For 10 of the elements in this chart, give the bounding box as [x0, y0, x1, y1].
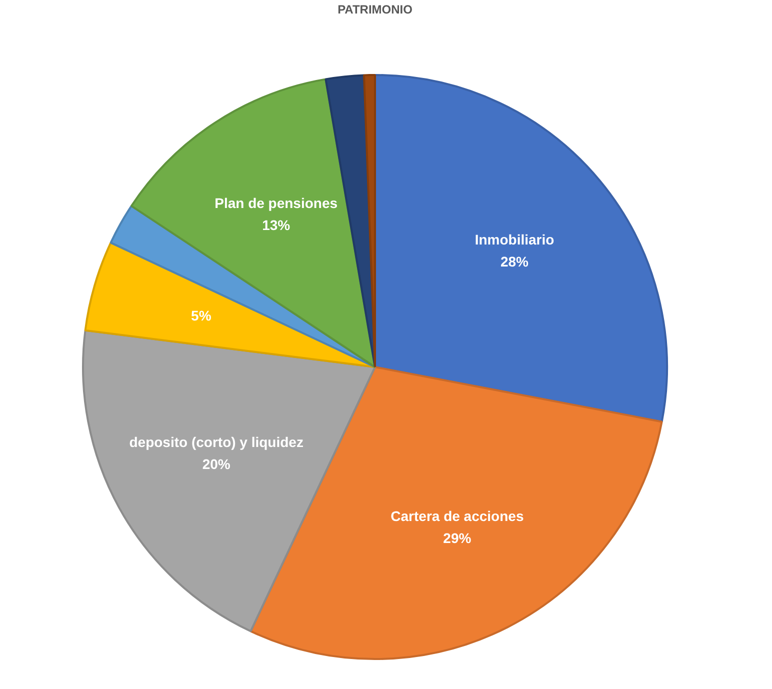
data-label: 28%	[500, 253, 530, 270]
chart-title: PATRIMONIO	[338, 2, 412, 16]
slice-label: Inmobiliario	[474, 231, 554, 248]
slice-label: Cartera de acciones	[390, 508, 524, 524]
data-label: 5%	[191, 307, 212, 324]
data-label: 29%	[443, 530, 472, 546]
data-label: 20%	[202, 456, 231, 472]
slice-label: Plan de pensiones	[214, 195, 338, 212]
data-label: 13%	[262, 217, 291, 234]
slice-label: deposito (corto) y liquidez	[129, 434, 304, 450]
